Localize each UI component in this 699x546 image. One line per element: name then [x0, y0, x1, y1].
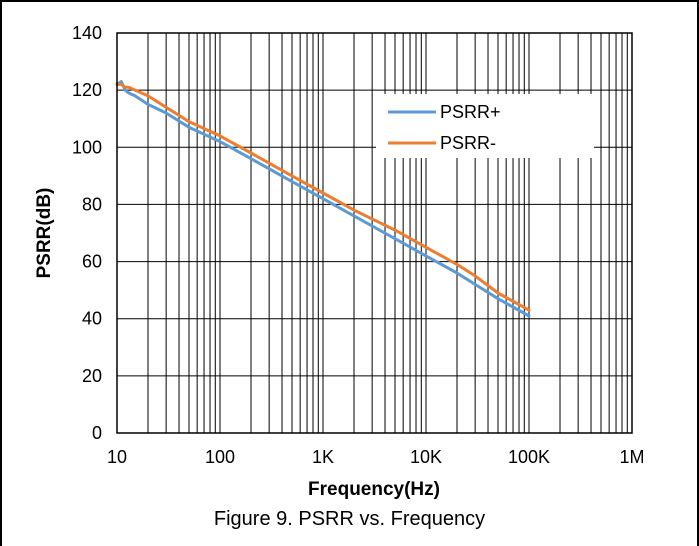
x-tick-label: 1K — [312, 447, 334, 467]
y-tick-label: 60 — [82, 252, 102, 272]
grid-lines — [117, 33, 632, 433]
x-axis-label: Frequency(Hz) — [308, 479, 440, 500]
plot-area — [117, 33, 632, 433]
y-tick-label: 20 — [82, 366, 102, 386]
series-lines — [115, 80, 531, 318]
x-tick-label: 10K — [410, 447, 442, 467]
x-tick-labels: 10 100 1K 10K 100K 1M — [107, 447, 645, 467]
y-axis-label: PSRR(dB) — [34, 188, 55, 279]
x-tick-label: 100 — [205, 447, 235, 467]
legend-box — [376, 94, 594, 158]
y-tick-label: 0 — [92, 423, 102, 443]
x-tick-label: 1M — [619, 447, 644, 467]
plot-border — [116, 32, 633, 434]
legend: PSRR+ PSRR- — [376, 94, 594, 158]
x-tick-label: 10 — [107, 447, 127, 467]
x-tick-label: 100K — [508, 447, 550, 467]
series-line-psrr-minus — [115, 82, 531, 312]
legend-label-psrr-plus: PSRR+ — [440, 102, 501, 122]
y-tick-label: 80 — [82, 194, 102, 214]
y-tick-label: 100 — [72, 137, 102, 157]
y-tick-label: 120 — [72, 80, 102, 100]
figure-caption: Figure 9. PSRR vs. Frequency — [213, 508, 486, 530]
legend-label-psrr-minus: PSRR- — [440, 133, 496, 153]
y-tick-label: 140 — [72, 23, 102, 43]
series-line-psrr-plus — [115, 80, 531, 318]
y-tick-labels: 0 20 40 60 80 100 120 140 — [72, 23, 102, 443]
psrr-chart: 0 20 40 60 80 100 120 140 10 100 1K 10K 100K 1M Freq… — [34, 23, 645, 500]
y-tick-label: 40 — [82, 309, 102, 329]
